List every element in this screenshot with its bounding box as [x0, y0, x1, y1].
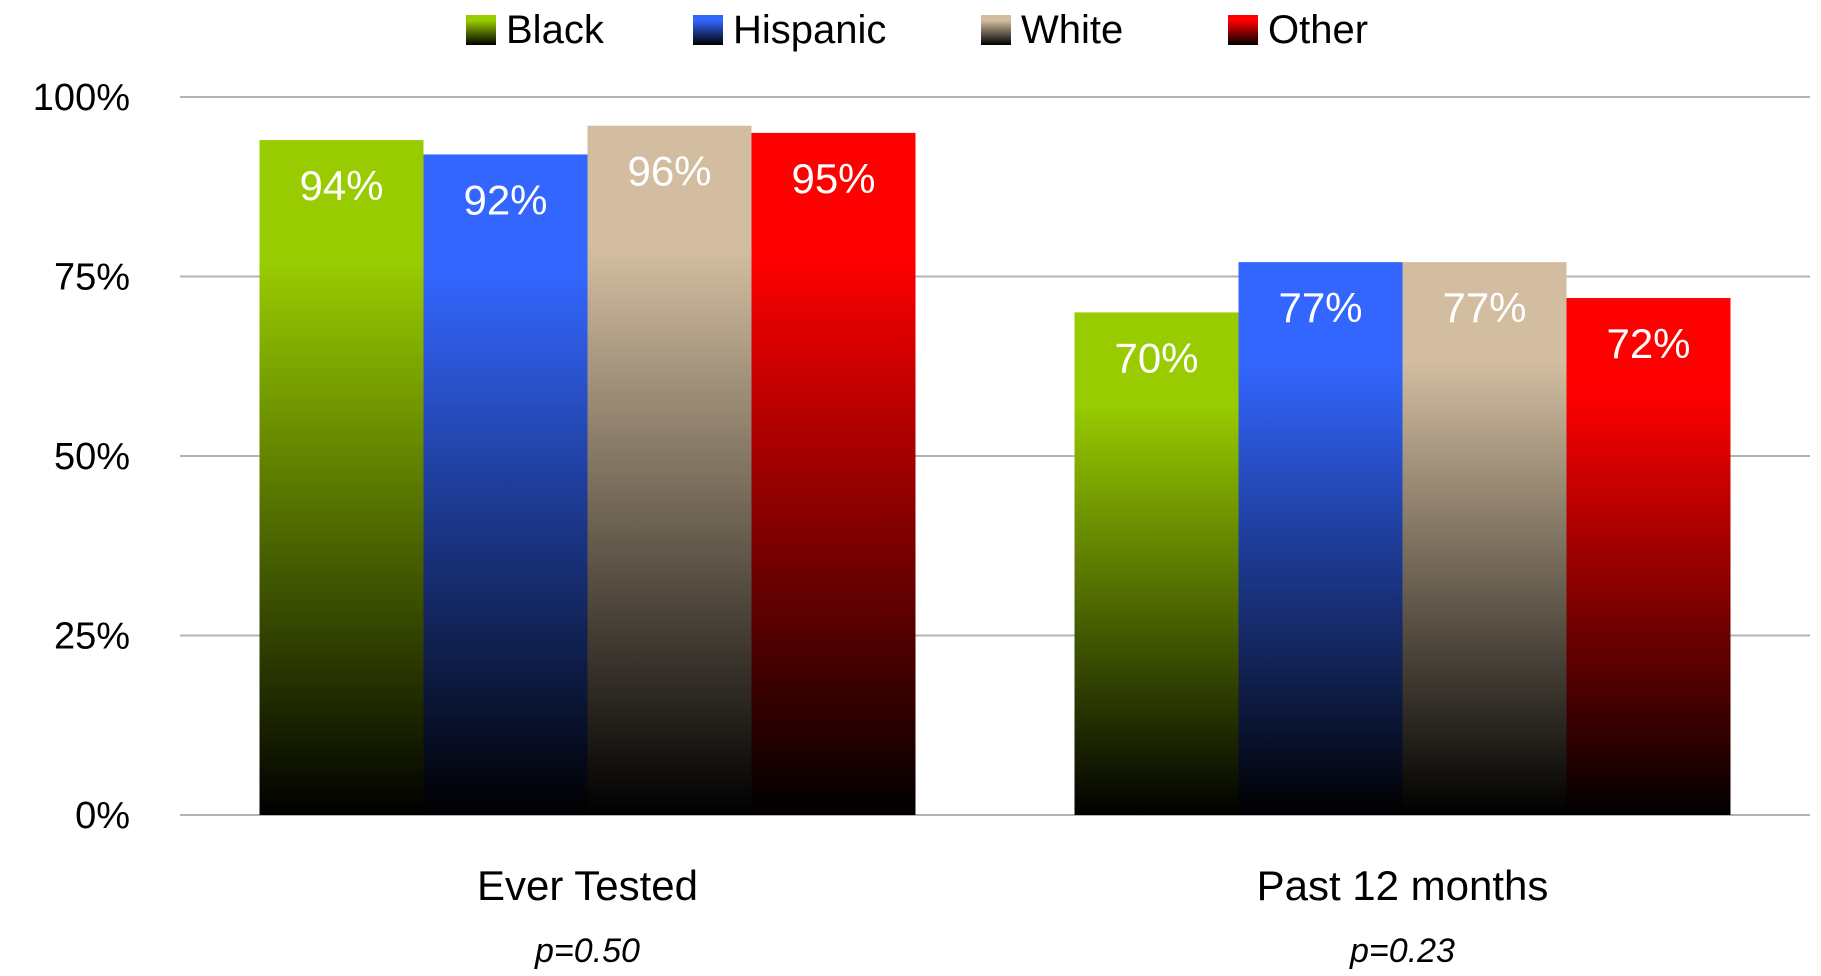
bar-white-2 [1402, 262, 1567, 815]
data-label: 92% [463, 176, 547, 223]
data-label: 77% [1278, 284, 1362, 331]
bar-black-1 [259, 140, 424, 815]
bars [259, 125, 1731, 816]
y-axis-ticks: 0% 25% 50% 75% 100% [33, 77, 130, 837]
legend-label-hispanic: Hispanic [733, 8, 886, 52]
legend-swatch-white [981, 15, 1011, 45]
bar-hispanic-1 [423, 154, 588, 815]
legend-label-black: Black [506, 8, 605, 52]
x-category-label: Past 12 months [1257, 862, 1549, 909]
y-tick-label: 0% [75, 795, 130, 837]
y-tick-label: 25% [54, 616, 130, 658]
bar-hispanic-2 [1238, 262, 1403, 815]
data-label: 70% [1114, 334, 1198, 381]
bar-other-1 [751, 132, 916, 815]
p-value-note: p=0.50 [534, 932, 640, 970]
y-tick-label: 100% [33, 77, 130, 119]
bar-other-2 [1566, 298, 1731, 815]
legend-swatch-hispanic [693, 15, 723, 45]
y-tick-label: 50% [54, 436, 130, 478]
y-tick-label: 75% [54, 257, 130, 299]
data-labels: 94% 92% 96% 95% 70% 77% 77% 72% [299, 148, 1690, 382]
category-labels: Ever Tested p=0.50 Past 12 months p=0.23 [477, 862, 1548, 970]
legend-swatch-other [1228, 15, 1258, 45]
bar-black-2 [1074, 312, 1239, 815]
data-label: 96% [627, 148, 711, 195]
legend-label-other: Other [1268, 8, 1368, 52]
legend-swatch-black [466, 15, 496, 45]
legend: Black Hispanic White Other [466, 8, 1368, 52]
x-category-label: Ever Tested [477, 862, 698, 909]
legend-label-white: White [1021, 8, 1123, 52]
p-value-note: p=0.23 [1349, 932, 1455, 970]
data-label: 94% [299, 162, 383, 209]
data-label: 95% [791, 155, 875, 202]
data-label: 77% [1442, 284, 1526, 331]
data-label: 72% [1606, 320, 1690, 367]
bar-white-1 [587, 125, 752, 816]
